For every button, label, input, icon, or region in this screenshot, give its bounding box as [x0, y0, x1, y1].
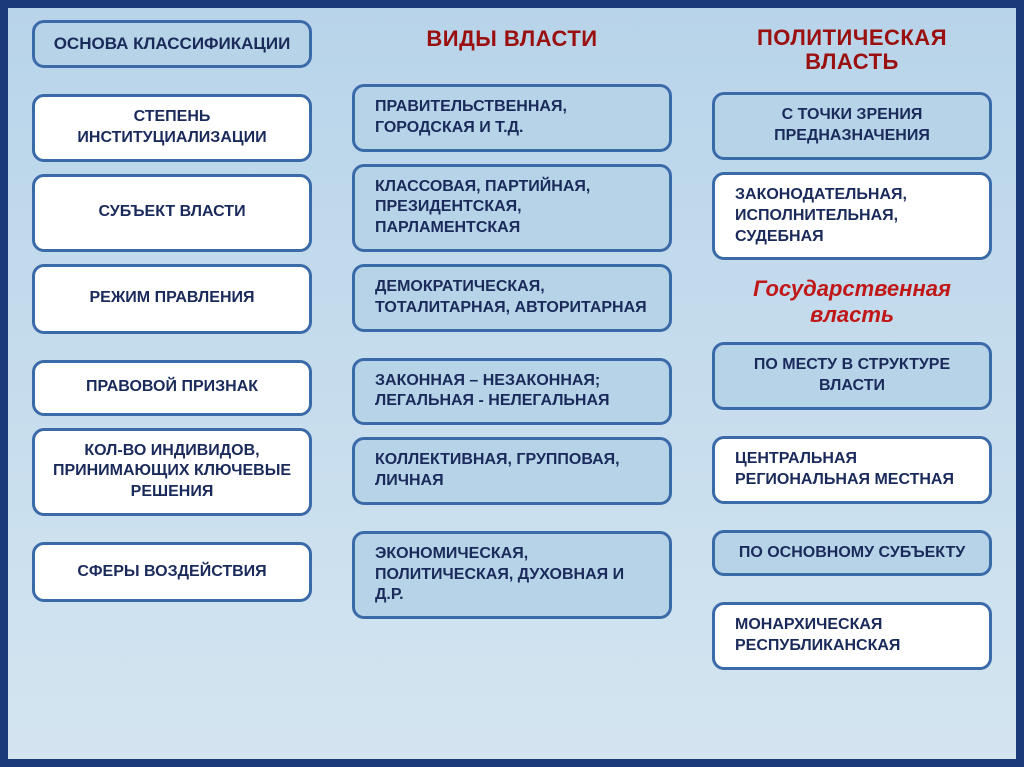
col3-g2-1: ЦЕНТРАЛЬНАЯ РЕГИОНАЛЬНАЯ МЕСТНАЯ [712, 436, 992, 504]
col1-header: ОСНОВА КЛАССИФИКАЦИИ [32, 20, 312, 68]
classification-grid: ОСНОВА КЛАССИФИКАЦИИ СТЕПЕНЬ ИНСТИТУЦИАЛ… [8, 8, 1016, 682]
col1-item-4: КОЛ-ВО ИНДИВИДОВ, ПРИНИМАЮЩИХ КЛЮЧЕВЫЕ Р… [32, 428, 312, 516]
column-types: ВИДЫ ВЛАСТИ ПРАВИТЕЛЬСТВЕННАЯ, ГОРОДСКАЯ… [352, 20, 672, 670]
column-political: ПОЛИТИЧЕСКАЯ ВЛАСТЬ С ТОЧКИ ЗРЕНИЯ ПРЕДН… [712, 20, 992, 670]
col1-item-3: ПРАВОВОЙ ПРИЗНАК [32, 360, 312, 416]
col2-item-1: КЛАССОВАЯ, ПАРТИЙНАЯ, ПРЕЗИДЕНТСКАЯ, ПАР… [352, 164, 672, 252]
col2-header: ВИДЫ ВЛАСТИ [352, 20, 672, 58]
col2-item-4: КОЛЛЕКТИВНАЯ, ГРУППОВАЯ, ЛИЧНАЯ [352, 437, 672, 505]
col1-item-1: СУБЪЕКТ ВЛАСТИ [32, 174, 312, 252]
col2-item-2: ДЕМОКРАТИЧЕСКАЯ, ТОТАЛИТАРНАЯ, АВТОРИТАР… [352, 264, 672, 332]
col3-header: ПОЛИТИЧЕСКАЯ ВЛАСТЬ [712, 20, 992, 80]
col2-item-3: ЗАКОННАЯ – НЕЗАКОННАЯ; ЛЕГАЛЬНАЯ - НЕЛЕГ… [352, 358, 672, 426]
col3-g2-3: МОНАРХИЧЕСКАЯ РЕСПУБЛИКАНСКАЯ [712, 602, 992, 670]
col3-g2-2: ПО ОСНОВНОМУ СУБЪЕКТУ [712, 530, 992, 577]
col1-item-5: СФЕРЫ ВОЗДЕЙСТВИЯ [32, 542, 312, 602]
col3-g2-0: ПО МЕСТУ В СТРУКТУРЕ ВЛАСТИ [712, 342, 992, 410]
col3-subheader: Государственная власть [712, 272, 992, 330]
column-basis: ОСНОВА КЛАССИФИКАЦИИ СТЕПЕНЬ ИНСТИТУЦИАЛ… [32, 20, 312, 670]
col1-item-0: СТЕПЕНЬ ИНСТИТУЦИАЛИЗАЦИИ [32, 94, 312, 162]
col2-item-0: ПРАВИТЕЛЬСТВЕННАЯ, ГОРОДСКАЯ И Т.Д. [352, 84, 672, 152]
col3-g1-0: С ТОЧКИ ЗРЕНИЯ ПРЕДНАЗНАЧЕНИЯ [712, 92, 992, 160]
col1-item-2: РЕЖИМ ПРАВЛЕНИЯ [32, 264, 312, 334]
col2-item-5: ЭКОНОМИЧЕСКАЯ, ПОЛИТИЧЕСКАЯ, ДУХОВНАЯ И … [352, 531, 672, 619]
col3-g1-1: ЗАКОНОДАТЕЛЬНАЯ, ИСПОЛНИТЕЛЬНАЯ, СУДЕБНА… [712, 172, 992, 260]
